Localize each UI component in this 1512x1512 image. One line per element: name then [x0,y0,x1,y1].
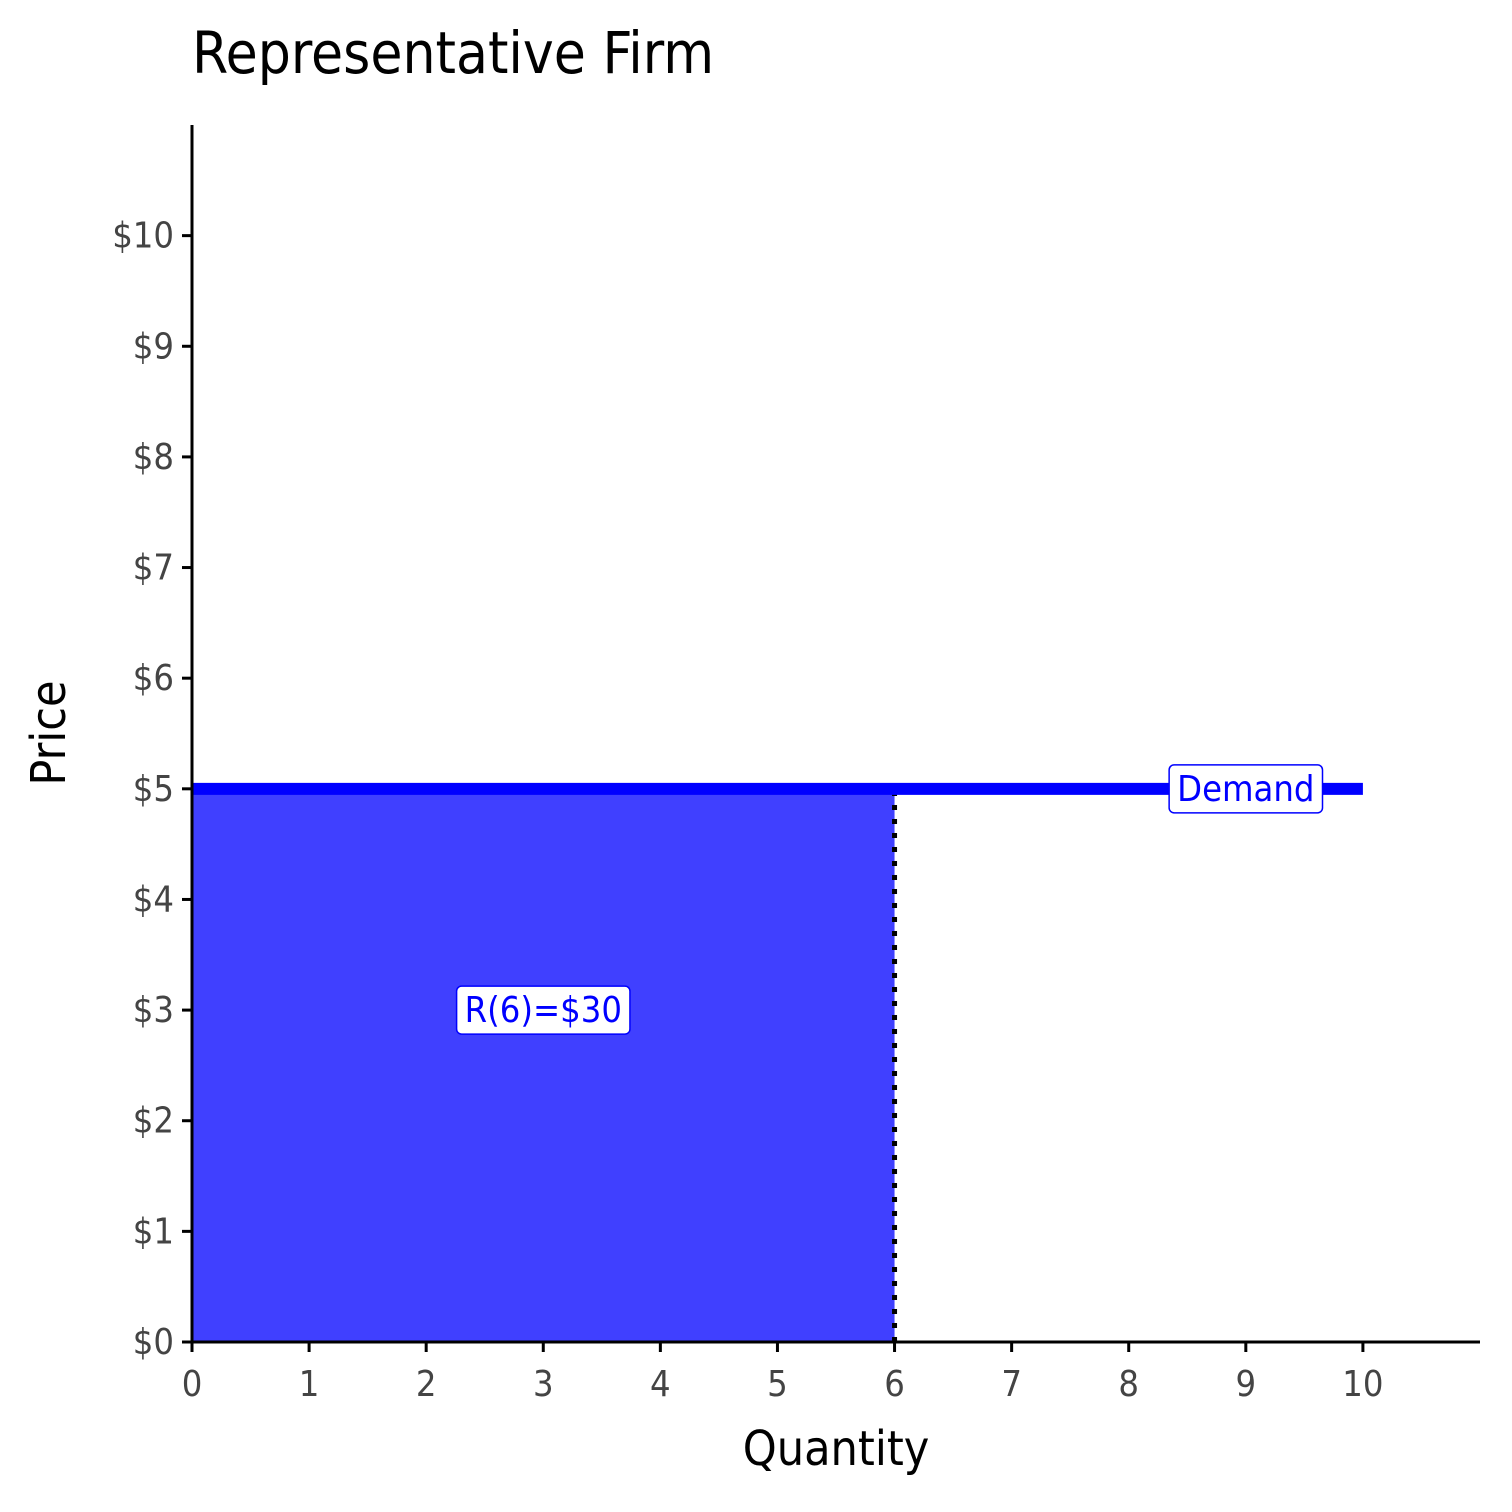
y-tick-label: $2 [133,1101,174,1142]
x-tick-label: 4 [650,1364,671,1405]
x-tick-label: 6 [884,1364,905,1405]
annotation-label: Demand [1177,769,1314,810]
y-tick-label: $6 [133,658,174,699]
annotation: Demand [1168,764,1324,814]
x-tick-label: 1 [299,1364,320,1405]
y-tick-label: $5 [133,769,174,810]
x-tick-label: 9 [1236,1364,1257,1405]
x-tick-label: 0 [182,1364,203,1405]
y-tick-label: $4 [133,879,174,920]
x-tick-label: 7 [1001,1364,1022,1405]
y-tick-label: $1 [133,1211,174,1252]
annotation-box [1168,764,1324,814]
y-tick-label: $10 [112,216,174,257]
x-tick-label: 3 [533,1364,554,1405]
x-tick-label: 10 [1342,1364,1383,1405]
y-tick-label: $0 [133,1322,174,1363]
y-tick-label: $7 [133,548,174,589]
x-tick-label: 8 [1118,1364,1139,1405]
annotation: R(6)=$30 [455,985,631,1035]
x-tick-label: 2 [416,1364,437,1405]
revenue-area [192,788,895,1342]
y-axis-title: Price [21,680,77,785]
x-axis-title: Quantity [743,1421,930,1477]
y-tick-label: $9 [133,326,174,367]
annotation-label: R(6)=$30 [465,990,622,1031]
x-tick-label: 5 [767,1364,788,1405]
y-tick-label: $3 [133,990,174,1031]
chart-title: Representative Firm [192,19,714,87]
y-tick-label: $8 [133,437,174,478]
annotation-box [455,985,631,1035]
